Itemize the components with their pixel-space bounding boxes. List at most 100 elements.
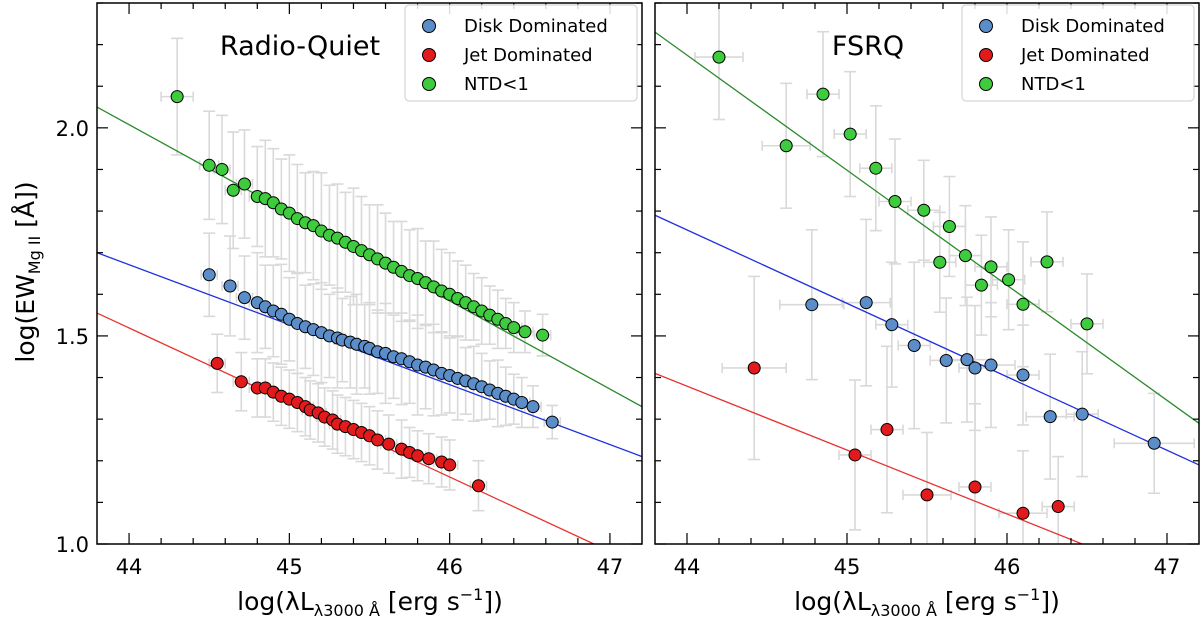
x-tick-label: 44: [674, 555, 701, 579]
panel-frame: [96, 2, 643, 545]
data-point: [210, 356, 224, 370]
data-point: [1051, 500, 1065, 514]
series-jet: [747, 361, 1065, 520]
legend-marker: [979, 77, 993, 91]
data-point: [545, 415, 559, 429]
series-ntd: [170, 90, 550, 342]
x-tick-label: 47: [597, 555, 624, 579]
data-point: [859, 296, 873, 310]
data-point: [933, 255, 947, 269]
data-point: [1075, 407, 1089, 421]
data-point: [917, 203, 931, 217]
data-point: [747, 361, 761, 375]
data-point: [536, 328, 550, 342]
data-point: [1147, 436, 1161, 450]
data-point: [526, 400, 540, 414]
data-point: [848, 448, 862, 462]
legend-marker: [422, 48, 436, 62]
x-axis-label-right: log(λLλ3000 Å [erg s−1]): [794, 585, 1060, 620]
legend-label: NTD<1: [464, 74, 529, 95]
data-point: [234, 375, 248, 389]
data-point: [974, 278, 988, 292]
data-point: [939, 353, 953, 367]
legend: Disk Dominated Jet Dominated NTD<1: [404, 4, 638, 102]
data-point: [920, 488, 934, 502]
data-point: [371, 433, 385, 447]
data-point: [907, 338, 921, 352]
fit-line-jet: [655, 372, 1083, 544]
data-point: [202, 158, 216, 172]
legend-label: Disk Dominated: [1021, 16, 1165, 37]
data-point: [1080, 317, 1094, 331]
legend-label: Disk Dominated: [464, 16, 608, 37]
x-tick-label: 44: [116, 555, 143, 579]
data-point: [968, 361, 982, 375]
x-tick-label: 46: [436, 555, 463, 579]
data-point: [1040, 255, 1054, 269]
series-disk: [202, 268, 559, 429]
legend-marker: [979, 19, 993, 33]
data-point: [968, 480, 982, 494]
plot-area: [655, 3, 1199, 544]
legend-label: Jet Dominated: [463, 45, 593, 66]
legend-label: NTD<1: [1021, 74, 1086, 95]
data-point: [237, 177, 251, 191]
data-point: [958, 249, 972, 263]
x-tick-label: 45: [834, 555, 861, 579]
data-point: [226, 183, 240, 197]
data-point: [1016, 297, 1030, 311]
data-point: [712, 50, 726, 64]
legend-marker: [422, 77, 436, 91]
data-point: [223, 279, 237, 293]
y-axis-label-tail: [Å]): [11, 181, 40, 235]
data-point: [518, 325, 532, 339]
data-point: [443, 458, 457, 472]
series-disk: [805, 296, 1161, 450]
legend-label: Jet Dominated: [1020, 45, 1150, 66]
data-point: [411, 449, 425, 463]
y-tick-label: 2.0: [56, 117, 89, 141]
y-tick-label: 1.0: [56, 533, 89, 557]
data-point: [888, 195, 902, 209]
fit-line-disk: [655, 214, 1199, 466]
series-ntd: [712, 50, 1094, 331]
panel-label: FSRQ: [832, 31, 904, 62]
data-point: [515, 396, 529, 410]
data-point: [170, 90, 184, 104]
data-point: [382, 437, 396, 451]
data-point: [779, 139, 793, 153]
y-axis-label-sub: Mg II: [25, 236, 44, 274]
legend: Disk Dominated Jet Dominated NTD<1: [961, 4, 1195, 102]
data-point: [1043, 410, 1057, 424]
y-tick-label: 1.5: [56, 325, 89, 349]
panel-radio-quiet: 44 45 46 47 1.0 1.5 2.0 Radio-Quiet Disk Dominat…: [56, 2, 643, 579]
x-tick-label: 45: [276, 555, 303, 579]
y-axis-label-main: log(EW: [11, 274, 40, 362]
data-point: [1002, 273, 1016, 287]
data-point: [1016, 368, 1030, 382]
data-point: [984, 260, 998, 274]
series-jet: [210, 356, 485, 493]
error-bars: [160, 37, 562, 512]
x-tick-label: 47: [1154, 555, 1181, 579]
data-point: [202, 268, 216, 282]
panel-frame: [654, 2, 1200, 545]
data-point: [237, 291, 251, 305]
data-point: [885, 318, 899, 332]
data-point: [422, 452, 436, 466]
data-point: [942, 219, 956, 233]
x-tick-label: 46: [994, 555, 1021, 579]
y-axis-label: log(EWMg II [Å]): [11, 181, 44, 362]
x-axis-label-left: log(λLλ3000 Å [erg s−1]): [237, 585, 503, 620]
data-point: [215, 162, 229, 176]
data-point: [816, 87, 830, 101]
data-point: [869, 161, 883, 175]
plot-area: [97, 37, 642, 544]
data-point: [880, 423, 894, 437]
data-point: [843, 127, 857, 141]
data-point: [984, 358, 998, 372]
legend-marker: [422, 19, 436, 33]
fit-line-ntd: [655, 31, 1199, 424]
data-point: [472, 479, 485, 493]
panel-label: Radio-Quiet: [220, 31, 380, 62]
